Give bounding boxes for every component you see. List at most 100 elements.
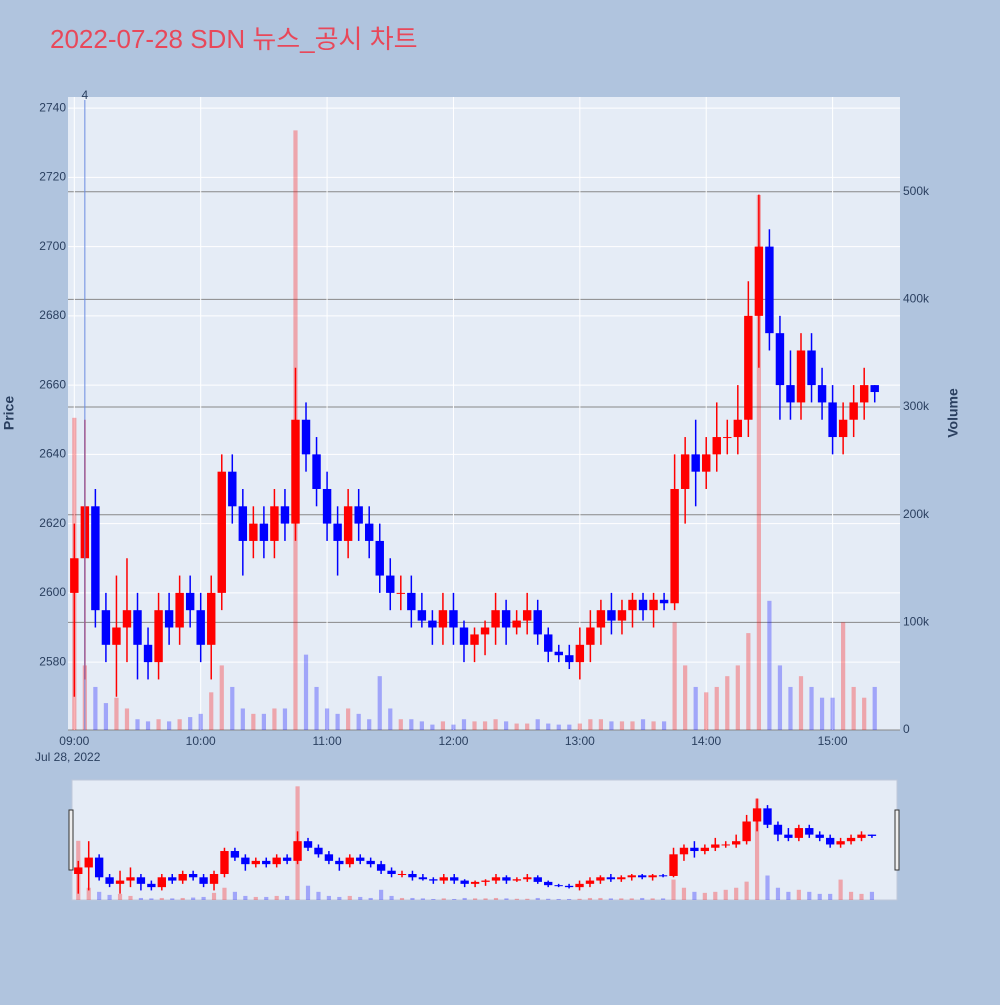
candle-body [199, 877, 208, 884]
candle-body [122, 610, 132, 628]
candle-body [670, 488, 679, 604]
y2-tick-label: 400k [903, 292, 930, 306]
candle-body [638, 875, 647, 878]
range-slider[interactable] [71, 779, 898, 901]
candle-body [343, 506, 353, 541]
volume-bar [619, 898, 624, 900]
volume-bar [149, 898, 154, 900]
x-tick-label: 10:00 [186, 734, 216, 748]
volume-bar [472, 721, 477, 730]
candle-body [157, 877, 166, 888]
candle-body [175, 592, 184, 628]
volume-bar [765, 875, 770, 900]
candle-body [817, 385, 827, 403]
candle-body [669, 854, 678, 876]
volume-bar [441, 898, 446, 900]
volume-bar [451, 724, 456, 730]
candle-body [178, 874, 187, 881]
volume-bar [786, 891, 791, 900]
volume-bar [859, 893, 864, 900]
candle-body [733, 419, 743, 438]
volume-bar [305, 885, 311, 900]
candle-body [700, 847, 710, 852]
candle-body [522, 610, 532, 621]
candle-body [836, 841, 845, 845]
volume-bar [461, 719, 467, 730]
candle-body [272, 857, 281, 865]
volume-bar [660, 898, 666, 900]
volume-bar [683, 665, 688, 730]
candle-body [364, 523, 374, 541]
candle-body [470, 881, 480, 884]
volume-bar [692, 891, 697, 900]
volume-bar [851, 686, 856, 730]
candle-body [575, 883, 584, 888]
volume-bar [326, 895, 331, 900]
candle-body [147, 883, 156, 888]
x-tick-label: 14:00 [691, 734, 721, 748]
y-tick-label: 2680 [39, 308, 66, 322]
candle-body [376, 864, 386, 871]
volume-bar [430, 724, 435, 730]
candle-body [408, 874, 417, 878]
candle-body [794, 828, 804, 838]
volume-bar [240, 708, 245, 730]
candle-body [564, 885, 574, 888]
range-handle-left[interactable] [68, 809, 74, 871]
candle-body [126, 877, 135, 881]
range-handle-right[interactable] [894, 809, 900, 871]
candle-body [512, 620, 521, 628]
candle-body [659, 599, 669, 604]
volume-bar [577, 723, 582, 730]
volume-bar [546, 723, 551, 730]
candle-body [481, 880, 490, 882]
y-tick-label: 2620 [39, 516, 66, 530]
candle-body [628, 599, 637, 611]
volume-bar [166, 721, 172, 730]
volume-bar [473, 898, 478, 900]
candle-body [91, 506, 100, 611]
y-axis-title: Price [1, 396, 17, 430]
candle-body [565, 655, 574, 663]
candle-body [638, 599, 648, 611]
candle-body [418, 877, 428, 880]
volume-bar [398, 719, 403, 730]
volume-bar [588, 719, 593, 730]
volume-bar [702, 892, 707, 900]
candle-body [648, 875, 657, 878]
volume-bar [198, 713, 203, 730]
candle-body [732, 841, 741, 845]
candle-body [763, 808, 772, 825]
candle-body [94, 857, 104, 878]
candle-body [773, 824, 783, 835]
volume-bar [107, 894, 112, 900]
volume-bar [525, 898, 530, 900]
volume-bar [788, 686, 793, 730]
candle-body [397, 874, 407, 876]
candle-body [115, 880, 125, 884]
volume-bar [756, 194, 761, 730]
volume-bar [482, 721, 488, 730]
candle-body [74, 867, 83, 875]
volume-bar [347, 895, 352, 900]
volume-bar [693, 686, 698, 730]
candle-body [293, 841, 302, 861]
candle-body [366, 860, 375, 865]
volume-bar [629, 898, 634, 900]
volume-bar [725, 676, 730, 730]
candle-body [345, 857, 354, 865]
volume-bar [807, 891, 812, 900]
volume-bar [535, 719, 540, 730]
candle-body [314, 847, 323, 855]
volume-bar [619, 721, 625, 730]
candle-body [387, 870, 396, 875]
volume-bar [734, 887, 739, 900]
volume-bar [324, 708, 330, 730]
volume-bar [809, 686, 814, 730]
candle-body [805, 828, 814, 835]
volume-bar [841, 622, 846, 730]
volume-bar [598, 897, 603, 900]
candle-body [209, 874, 219, 884]
x-tick-label: 12:00 [438, 734, 468, 748]
candle-body [322, 488, 332, 524]
